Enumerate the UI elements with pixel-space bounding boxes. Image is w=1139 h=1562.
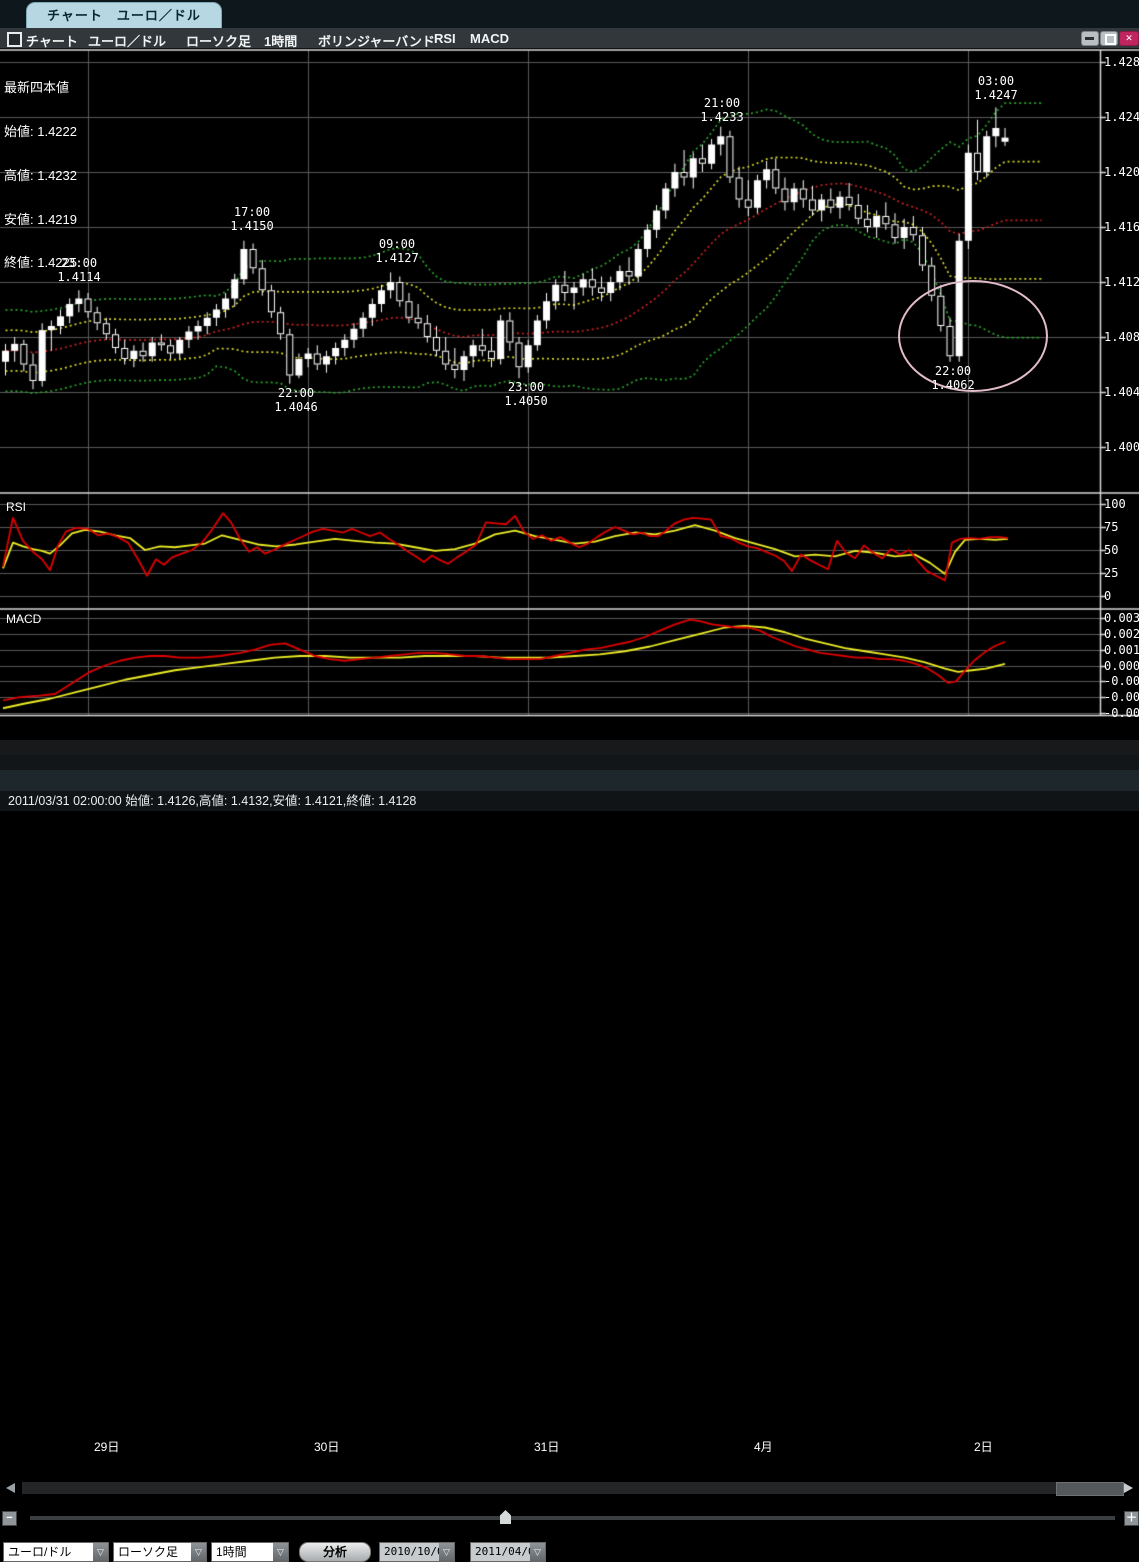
title-bar: チャート ユーロ／ドル (0, 0, 1139, 28)
zoom-slider-handle[interactable] (500, 1510, 511, 1524)
menu-item-chart[interactable]: チャート (26, 34, 78, 49)
chevron-down-icon[interactable]: ▽ (530, 1543, 545, 1561)
interval-select[interactable]: 1時間 ▽ (211, 1542, 289, 1562)
maximize-button-icon[interactable] (1100, 31, 1118, 46)
x-axis-row: 29日 30日 31日 4月 2日 (0, 717, 1139, 1454)
analyze-button[interactable]: 分析 (299, 1542, 371, 1562)
date-to-value: 2011/04/02 (471, 1543, 530, 1561)
x-axis-label: 2日 (974, 1440, 993, 1454)
menu-item-macd[interactable]: MACD (470, 31, 509, 46)
menu-item-candle[interactable]: ローソク足 (186, 34, 252, 49)
x-axis-label: 31日 (534, 1440, 560, 1454)
minimize-button-icon[interactable] (1081, 31, 1099, 46)
close-button-icon[interactable]: ✕ (1119, 31, 1139, 46)
zoom-in-button[interactable]: ＋ (1124, 1511, 1139, 1526)
chevron-down-icon[interactable]: ▽ (273, 1543, 288, 1561)
menu-item-rsi[interactable]: RSI (434, 31, 456, 46)
scrollbar-thumb[interactable] (1056, 1482, 1124, 1496)
window-icon (7, 32, 22, 47)
pair-select[interactable]: ユーロ/ドル ▽ (3, 1542, 109, 1562)
scrollbar-track[interactable] (22, 1482, 1122, 1494)
date-from-select[interactable]: 2010/10/02 ▽ (379, 1542, 455, 1562)
zoom-slider-row: − ＋ (0, 755, 1139, 1526)
chevron-down-icon[interactable]: ▽ (93, 1543, 108, 1561)
x-axis-label: 30日 (314, 1440, 340, 1454)
menu-item-interval[interactable]: 1時間 (264, 34, 298, 49)
x-axis-label: 29日 (94, 1440, 120, 1454)
horizontal-scrollbar (0, 740, 1139, 1496)
status-bar: 2011/03/31 02:00:00 始値: 1.4126,高値: 1.413… (0, 791, 1139, 811)
x-axis-label: 4月 (754, 1440, 773, 1454)
chevron-down-icon[interactable]: ▽ (439, 1543, 454, 1561)
chevron-down-icon[interactable]: ▽ (191, 1543, 206, 1561)
chart-type-value: ローソク足 (118, 1545, 179, 1559)
scroll-left-icon[interactable] (6, 1483, 15, 1493)
pair-select-value: ユーロ/ドル (8, 1545, 72, 1559)
date-from-value: 2010/10/02 (380, 1543, 439, 1561)
chart-type-select[interactable]: ローソク足 ▽ (113, 1542, 207, 1562)
date-to-select[interactable]: 2011/04/02 ▽ (470, 1542, 546, 1562)
menu-bar: チャート ユーロ／ドル ローソク足 1時間 ボリンジャーバンド RSI MACD… (0, 28, 1139, 51)
controls-bar: ユーロ/ドル ▽ ローソク足 ▽ 1時間 ▽ 分析 2010/10/02 ▽ 2… (0, 770, 1139, 1562)
zoom-out-button[interactable]: − (2, 1511, 17, 1526)
chart-tab[interactable]: チャート ユーロ／ドル (26, 2, 222, 28)
menu-item-bollinger[interactable]: ボリンジャーバンド (318, 34, 435, 49)
price-chart-canvas[interactable] (0, 48, 1139, 717)
interval-value: 1時間 (216, 1545, 247, 1559)
zoom-slider-track[interactable] (30, 1516, 1115, 1520)
menu-item-pair[interactable]: ユーロ／ドル (88, 34, 167, 49)
scroll-right-icon[interactable] (1124, 1483, 1133, 1493)
